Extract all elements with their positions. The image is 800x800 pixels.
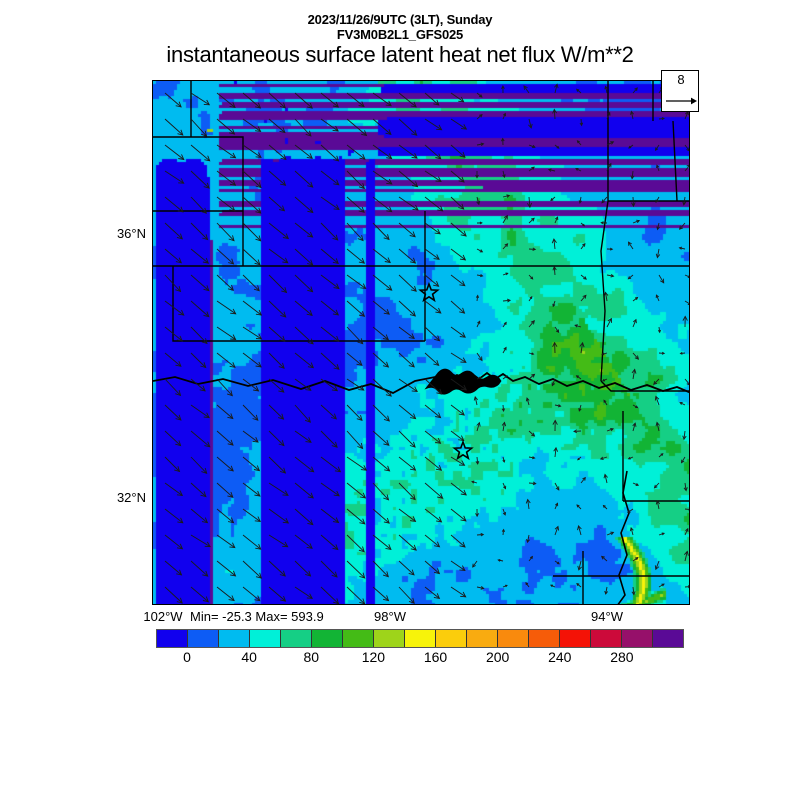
- reference-vector-legend: 8: [661, 70, 699, 112]
- lon-label-102w: 102°W: [143, 609, 183, 624]
- colorbar-segment-6: [343, 630, 374, 647]
- colorbar-segment-10: [467, 630, 498, 647]
- colorbar-segment-4: [281, 630, 312, 647]
- colorbar-segment-12: [529, 630, 560, 647]
- colorbar-tick-40: 40: [241, 649, 257, 665]
- reference-vector-value: 8: [677, 72, 685, 87]
- title-block: 2023/11/26/9UTC (3LT), Sunday FV3M0B2L1_…: [0, 12, 800, 42]
- map-plot-area[interactable]: [152, 80, 690, 605]
- colorbar-segment-11: [498, 630, 529, 647]
- flux-heatmap-layer: [153, 81, 689, 604]
- colorbar-tick-200: 200: [485, 649, 510, 665]
- datetime-title: 2023/11/26/9UTC (3LT), Sunday: [307, 12, 493, 27]
- lon-label-94w: 94°W: [591, 609, 623, 624]
- colorbar-segment-14: [591, 630, 622, 647]
- minmax-statistics: Min= -25.3 Max= 593.9: [190, 609, 324, 624]
- lon-label-98w: 98°W: [374, 609, 406, 624]
- colorbar-segment-9: [436, 630, 467, 647]
- right-arrow-icon: [666, 97, 697, 105]
- model-title: FV3M0B2L1_GFS025: [336, 27, 464, 42]
- variable-title: instantaneous surface latent heat net fl…: [166, 42, 634, 67]
- lat-label-32n: 32°N: [116, 490, 146, 505]
- colorbar-segments[interactable]: [156, 629, 684, 648]
- colorbar-segment-5: [312, 630, 343, 647]
- colorbar-segment-8: [405, 630, 436, 647]
- colorbar-segment-1: [188, 630, 219, 647]
- colorbar-segment-13: [560, 630, 591, 647]
- colorbar-tick-160: 160: [423, 649, 448, 665]
- colorbar-segment-15: [622, 630, 653, 647]
- colorbar-segment-3: [250, 630, 281, 647]
- colorbar-segment-16: [653, 630, 683, 647]
- colorbar-tick-120: 120: [361, 649, 386, 665]
- colorbar-tick-80: 80: [303, 649, 320, 665]
- colorbar-segment-2: [219, 630, 250, 647]
- colorbar[interactable]: [156, 629, 684, 648]
- colorbar-tick-240: 240: [548, 649, 572, 665]
- lat-label-36n: 36°N: [116, 226, 146, 241]
- colorbar-tick-labels: 0 40 80 120 160 200 240 280: [156, 649, 684, 669]
- colorbar-segment-7: [374, 630, 405, 647]
- colorbar-segment-0: [157, 630, 188, 647]
- colorbar-tick-280: 280: [610, 649, 634, 665]
- colorbar-tick-0: 0: [183, 649, 191, 665]
